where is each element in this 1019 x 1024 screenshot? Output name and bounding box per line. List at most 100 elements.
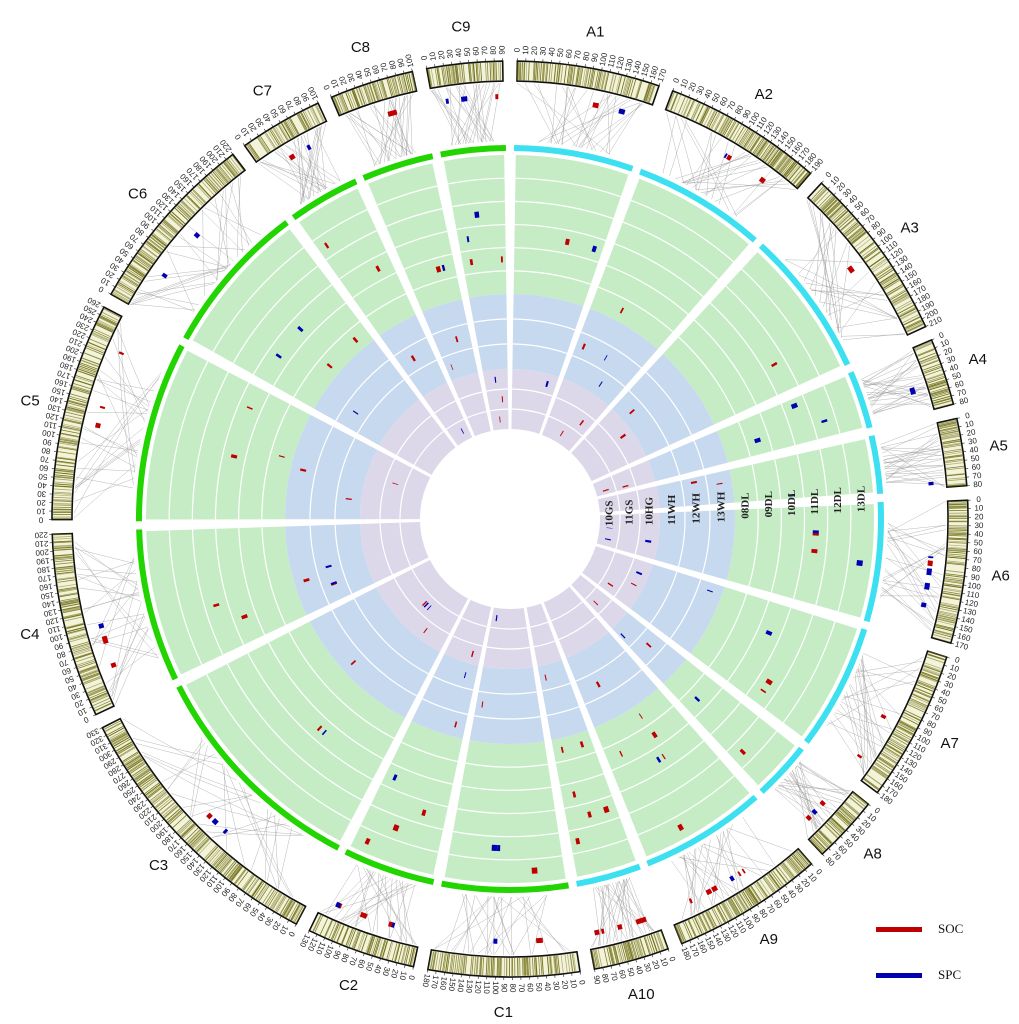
soc-mark [300,468,307,472]
spc-mark [788,493,796,497]
ideogram [109,153,247,306]
spc-mark [460,96,468,102]
spc-mark [496,844,501,852]
tick-label: 20 [942,345,954,357]
soc-mark [629,409,635,415]
tick-label: 80 [971,564,981,574]
tick-label: 20 [337,74,349,86]
tick-label: 30 [642,962,653,974]
tick-label: 0 [38,515,43,524]
spc-mark [924,582,931,590]
spc-mark [790,402,799,410]
soc-mark [101,635,108,641]
tick-label: 50 [364,961,375,973]
track-divider [452,635,483,647]
track-divider [613,558,635,598]
track-divider [796,454,805,498]
track-divider [551,601,583,622]
spc-mark [98,623,105,629]
tick-label: 60 [954,379,966,390]
track-divider [456,223,506,231]
group-band [804,628,868,744]
group-band [362,153,434,181]
tick-label: 30 [945,354,957,366]
tick-label: 20 [946,671,958,683]
tick-label: 140 [455,978,465,993]
tick-label: 0 [873,806,883,816]
track-divider [452,200,505,208]
tick-label: 0 [824,170,834,180]
track-divider [390,762,453,785]
spc-mark [306,144,312,151]
group-band [136,344,185,522]
spc-mark [606,527,613,529]
track-divider [478,343,508,348]
track-divider [546,706,580,717]
tick-label: 90 [500,983,509,993]
spc-mark [603,354,608,361]
track-divider [399,522,412,567]
track-sector [551,730,636,877]
chromosome-label: C2 [339,977,358,994]
soc-mark [230,454,238,459]
tick-label: 90 [331,949,343,961]
tick-label: 60 [933,703,945,715]
tick-label: 160 [438,976,449,991]
soc-mark [531,867,538,874]
track-divider [370,804,444,831]
tick-label: 60 [355,958,367,970]
chromosome-label: A4 [969,351,987,368]
track-divider [360,824,439,853]
tick-label: 160 [956,631,972,643]
track-label-11dl: 11DL [809,489,821,515]
track-divider [448,853,563,861]
tick-label: 40 [547,46,557,56]
tick-label: 130 [464,979,474,994]
tick-label: 170 [656,67,669,83]
legend-label-soc: SOC [938,921,964,936]
spc-mark [821,419,828,424]
soc-mark [594,929,600,936]
tick-label: 120 [473,980,483,994]
soc-mark [927,560,933,567]
chromosome-label: C6 [128,185,147,202]
tick-label: 90 [396,57,407,68]
tick-label: 170 [37,573,52,584]
track-divider [555,751,596,764]
track-divider [792,506,806,599]
track-sector [589,178,749,350]
track-label-11gs: 11GS [623,500,635,525]
track-sector [368,163,463,312]
tick-label: 80 [489,45,498,55]
legend-item-spc: SPC [876,964,996,986]
track-sector [422,299,479,381]
soc-mark [645,642,652,648]
spc-mark [275,353,282,359]
soc-mark [716,482,723,485]
chromosome-label: C5 [21,393,40,410]
soc-mark [246,406,253,410]
tick-label: 190 [35,556,50,566]
legend-item-soc: SOC [876,918,996,940]
spc-mark [445,98,450,104]
chromosome-a6: 0102030405060708090100110120130140150160… [596,495,1010,652]
track-sector [379,399,456,475]
group-band [441,880,570,893]
track-divider [558,616,596,641]
tick-label: 0 [407,974,417,981]
track-divider [559,773,604,787]
ideogram [51,306,123,521]
track-sector [663,659,795,786]
track-divider [512,343,568,355]
soc-mark [771,361,778,368]
soc-mark [454,721,458,728]
tick-label: 140 [631,59,643,75]
track-label-10gs: 10GS [603,500,615,526]
tick-label: 70 [972,555,982,565]
track-divider [376,185,438,206]
tick-label: 140 [960,615,976,627]
synteny-links [73,82,947,956]
chromosome-label: C9 [451,18,470,35]
tick-label: 30 [695,84,707,96]
